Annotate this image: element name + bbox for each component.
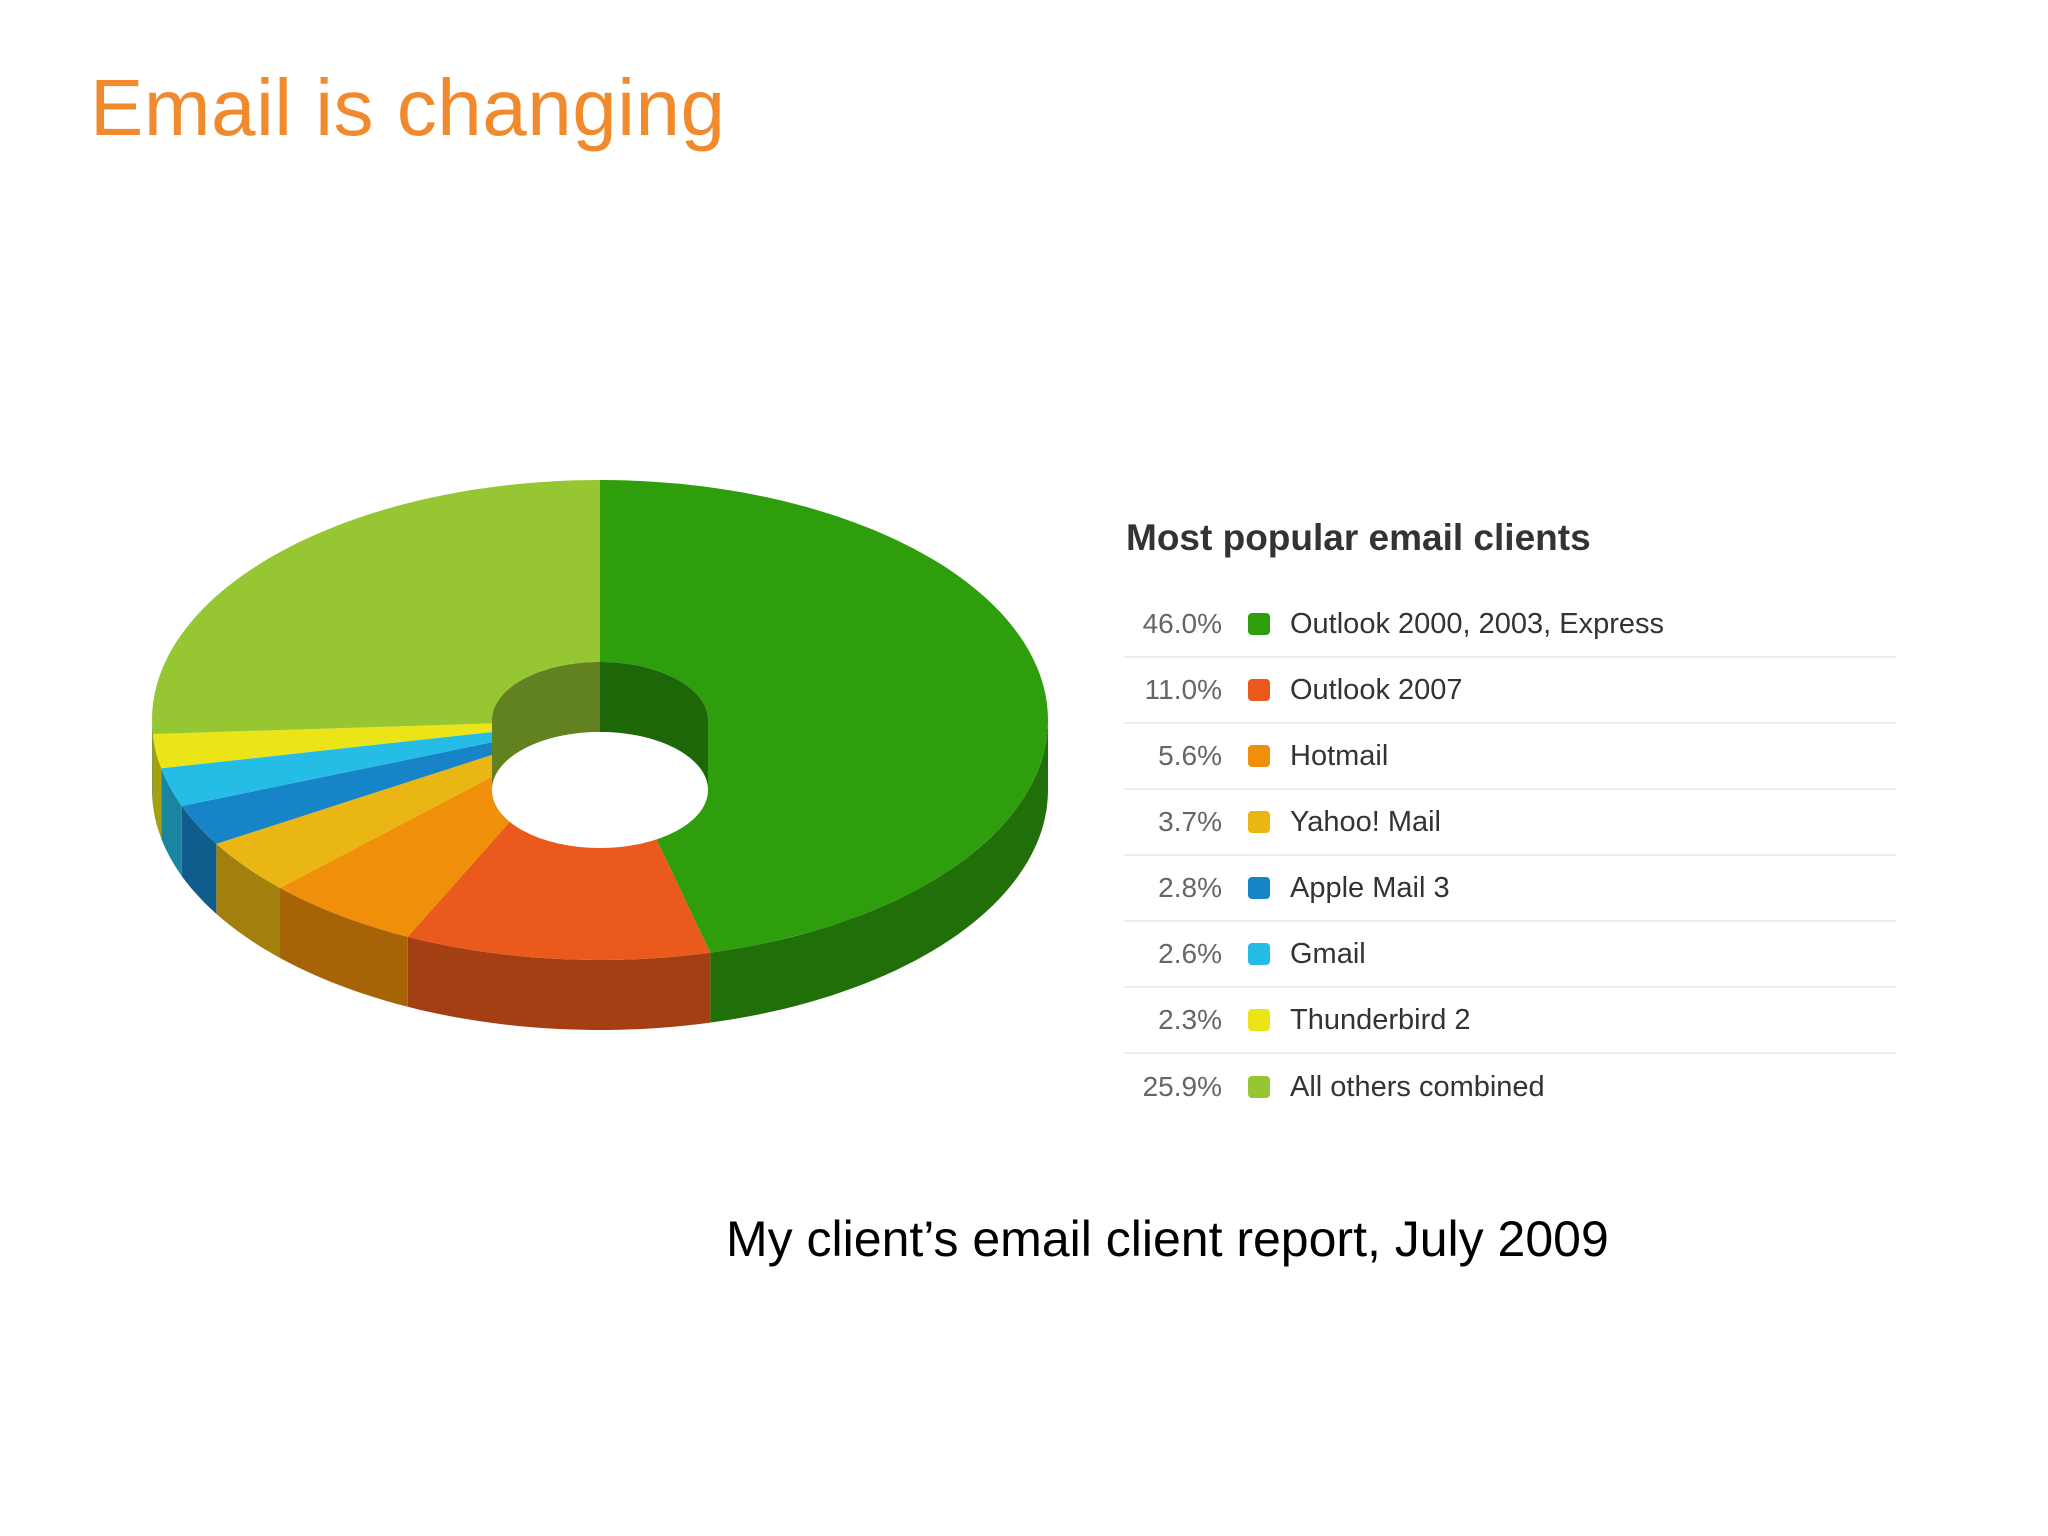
legend-percent: 3.7%: [1158, 806, 1222, 837]
legend-percent: 2.8%: [1158, 872, 1222, 903]
legend-row: 46.0% Outlook 2000, 2003, Express: [1124, 592, 1896, 658]
donut-side-wall: [181, 806, 217, 914]
slide-title: Email is changing: [90, 63, 726, 152]
donut-side-wall: [152, 734, 162, 839]
legend-row: 25.9% All others combined: [1124, 1054, 1896, 1120]
donut-slice: [280, 760, 554, 937]
legend-swatch: [1248, 811, 1270, 833]
donut-side-wall: [161, 768, 182, 876]
legend-percent: 11.0%: [1144, 674, 1222, 705]
donut-slices: [152, 480, 1048, 1030]
donut-side-wall: [407, 936, 711, 1030]
donut-side-wall: [216, 843, 280, 958]
legend-row: 2.6% Gmail: [1124, 922, 1896, 988]
donut-hole-wall: [492, 662, 600, 790]
legend-percent: 2.6%: [1158, 938, 1222, 969]
legend-label: All others combined: [1290, 1070, 1545, 1103]
donut-side-wall: [280, 888, 408, 1007]
legend-swatch: [1248, 613, 1270, 635]
donut-slice: [181, 740, 508, 844]
donut-slice: [152, 723, 495, 769]
donut-hole: [492, 732, 708, 848]
legend-label: Hotmail: [1290, 739, 1389, 772]
legend-row: 2.8% Apple Mail 3: [1124, 856, 1896, 922]
legend-swatch: [1248, 943, 1270, 965]
legend-percent: 2.3%: [1158, 1004, 1222, 1035]
chart-title: Most popular email clients: [1126, 517, 1591, 558]
legend-rows: 46.0% Outlook 2000, 2003, Express 11.0% …: [1124, 592, 1896, 1120]
slide-caption: My client’s email client report, July 20…: [726, 1211, 1609, 1267]
legend-label: Thunderbird 2: [1290, 1003, 1471, 1036]
legend-swatch: [1248, 1009, 1270, 1031]
legend-row: 5.6% Hotmail: [1124, 724, 1896, 790]
donut-slice: [216, 749, 523, 888]
legend-label: Apple Mail 3: [1290, 871, 1450, 904]
legend-label: Gmail: [1290, 937, 1366, 970]
legend-percent: 5.6%: [1158, 740, 1222, 771]
legend-swatch: [1248, 877, 1270, 899]
legend-label: Yahoo! Mail: [1290, 805, 1441, 838]
legend-swatch: [1248, 1076, 1270, 1098]
legend-swatch: [1248, 679, 1270, 701]
donut-side-wall: [152, 720, 153, 804]
legend-label: Outlook 2000, 2003, Express: [1290, 607, 1665, 640]
legend-row: 3.7% Yahoo! Mail: [1124, 790, 1896, 856]
legend-percent: 25.9%: [1142, 1071, 1222, 1102]
donut-slice: [161, 731, 500, 806]
donut-slice: [152, 480, 600, 734]
legend-row: 11.0% Outlook 2007: [1124, 658, 1896, 724]
chart-legend: Most popular email clients 46.0% Outlook…: [1124, 510, 1896, 1120]
legend-row: 2.3% Thunderbird 2: [1124, 988, 1896, 1054]
legend-percent: 46.0%: [1142, 608, 1222, 639]
donut-slice: [600, 480, 1048, 953]
legend-swatch: [1248, 745, 1270, 767]
legend-label: Outlook 2007: [1290, 673, 1463, 706]
donut-side-wall: [710, 720, 1048, 1023]
donut-hole-wall: [600, 662, 708, 790]
